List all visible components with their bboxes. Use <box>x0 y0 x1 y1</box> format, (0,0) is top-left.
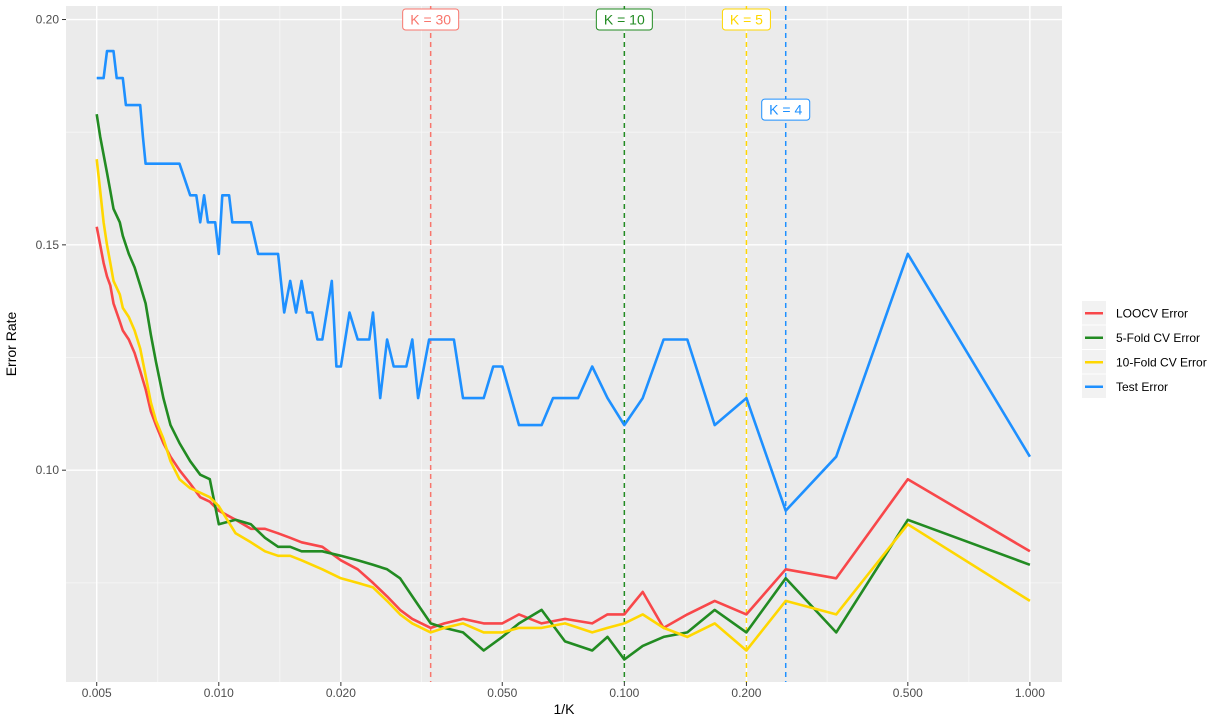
y-axis-title: Error Rate <box>3 312 19 377</box>
series-lines <box>95 49 1032 661</box>
k-label: K = 5 <box>730 12 763 28</box>
x-tick-label: 0.500 <box>893 686 923 700</box>
legend-label: Test Error <box>1116 380 1168 394</box>
x-tick-label: 0.100 <box>609 686 639 700</box>
legend: LOOCV Error 5-Fold CV Error 10-Fold CV Err… <box>1082 300 1216 400</box>
k-annotations: K = 30 K = 10 K = 5 K = 4 <box>402 8 811 121</box>
series-line <box>96 49 1032 513</box>
k-label-box <box>761 98 811 121</box>
x-tick-label: 0.020 <box>326 686 356 700</box>
k-label: K = 10 <box>604 12 645 28</box>
k-label: K = 30 <box>410 12 451 28</box>
k-label: K = 4 <box>769 102 802 118</box>
y-axis: 0.10 0.15 0.20 <box>36 13 66 477</box>
series-line <box>95 159 1031 652</box>
x-axis-title: 1/K <box>553 701 575 717</box>
plot-panel <box>66 6 1062 682</box>
k-label-box <box>595 8 653 31</box>
legend-label: 10-Fold CV Error <box>1116 355 1207 369</box>
series-line <box>95 114 1031 661</box>
x-tick-label: 0.200 <box>731 686 761 700</box>
legend-label: 5-Fold CV Error <box>1116 331 1200 345</box>
minor-gridlines <box>66 6 1062 682</box>
x-tick-label: 1.000 <box>1015 686 1045 700</box>
legend-label: LOOCV Error <box>1116 306 1188 320</box>
x-tick-label: 0.005 <box>82 686 112 700</box>
k-label-box <box>402 8 460 31</box>
y-tick-label: 0.15 <box>36 238 60 252</box>
x-axis: 0.005 0.010 0.020 0.050 0.100 0.200 0.500 1.000 <box>82 682 1045 700</box>
x-tick-label: 0.050 <box>487 686 517 700</box>
y-tick-label: 0.20 <box>36 13 60 27</box>
y-tick-label: 0.10 <box>36 463 60 477</box>
k-label-box <box>721 8 771 31</box>
series-line <box>95 226 1031 630</box>
x-tick-label: 0.010 <box>204 686 234 700</box>
